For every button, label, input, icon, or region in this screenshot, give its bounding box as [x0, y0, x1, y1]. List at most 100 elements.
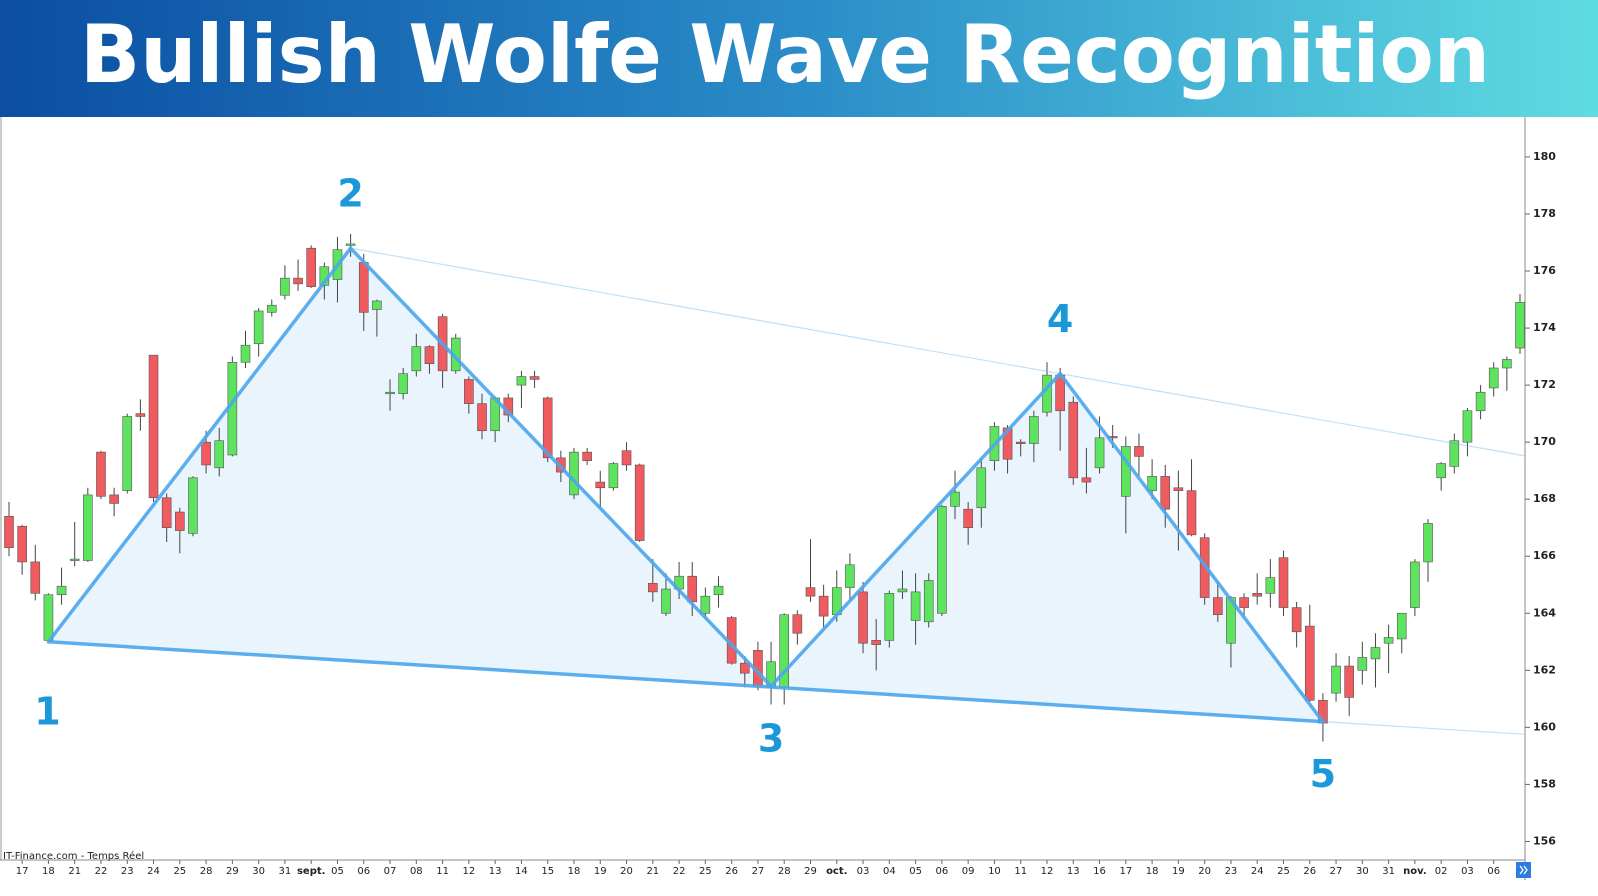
candle-body [1488, 367, 1499, 389]
x-tick-label: 28 [778, 866, 791, 877]
x-tick-label: 20 [620, 866, 633, 877]
x-tick-label: 15 [541, 866, 554, 877]
candle-body [398, 373, 408, 394]
x-tick-label: 23 [1225, 866, 1238, 877]
candle-body [4, 515, 14, 548]
wolfe-leg [46, 246, 353, 644]
candle-body [83, 494, 93, 561]
x-tick-label: 06 [936, 866, 949, 877]
candle-body [385, 391, 395, 395]
candle-body [1029, 416, 1039, 444]
x-tick-label: 25 [1277, 866, 1290, 877]
y-tick-label: 180 [1533, 150, 1556, 163]
plot-area [0, 117, 1598, 896]
candle-body [411, 346, 422, 372]
x-tick-label: 30 [1356, 866, 1369, 877]
x-tick-label: 09 [962, 866, 975, 877]
scroll-button-icon[interactable] [1519, 865, 1528, 875]
x-tick-label: 16 [1093, 866, 1106, 877]
candle-body [135, 413, 146, 417]
candle-body [661, 588, 671, 614]
candle-body [96, 451, 106, 497]
wave-point-label: 1 [34, 689, 60, 733]
candle-body [1121, 446, 1131, 497]
source-label: IT-Finance.com - Temps Réel [3, 850, 144, 862]
candle-body [845, 564, 855, 588]
x-tick-label: 14 [515, 866, 528, 877]
chart-title: Bullish Wolfe Wave Recognition [80, 8, 1490, 101]
candle-body [1462, 410, 1473, 443]
candle-body [963, 508, 973, 529]
x-tick-label: 04 [883, 866, 896, 877]
candle-body [175, 511, 185, 531]
candle-body [477, 403, 487, 432]
candle-body [529, 376, 540, 380]
x-tick-label: 19 [1172, 866, 1185, 877]
candle-body [1410, 561, 1420, 608]
candle-body [858, 591, 868, 644]
x-tick-label: 10 [988, 866, 1001, 877]
x-tick-label: 23 [121, 866, 134, 877]
candle-body [1304, 625, 1315, 701]
y-tick-label: 172 [1533, 378, 1556, 391]
x-tick-label: 30 [252, 866, 265, 877]
x-tick-label: 29 [804, 866, 817, 877]
wolfe-area [48, 248, 1323, 722]
wave-point-label: 2 [337, 172, 363, 216]
x-tick-label: 18 [42, 866, 55, 877]
candle-body [1265, 577, 1276, 594]
candle-body [1291, 607, 1302, 633]
candle-body [1475, 391, 1486, 412]
candle-body [345, 243, 356, 246]
y-tick-label: 168 [1533, 492, 1556, 505]
x-tick-label: 20 [1198, 866, 1211, 877]
candle-body [1396, 612, 1407, 640]
candle-body [201, 441, 211, 466]
x-tick-label: oct. [826, 866, 847, 877]
y-tick-label: 156 [1533, 834, 1556, 847]
scroll-button[interactable] [1516, 862, 1531, 878]
candle-body [188, 477, 198, 534]
x-tick-label: 27 [752, 866, 765, 877]
x-tick-label: 12 [463, 866, 476, 877]
y-tick-label: 160 [1533, 720, 1556, 733]
candle-body [687, 575, 698, 603]
candle-body [464, 379, 474, 404]
candle-body [818, 595, 829, 617]
candle-body [148, 354, 159, 499]
x-tick-label: 17 [1119, 866, 1132, 877]
candle-body [937, 506, 947, 614]
candle-body [1383, 637, 1394, 644]
candle-body [30, 561, 41, 594]
wave-point-label: 5 [1310, 752, 1336, 796]
lower-trendline-extension [1322, 721, 1526, 735]
candle-body [871, 640, 881, 645]
x-tick-label: 07 [384, 866, 397, 877]
candle-body [976, 467, 987, 509]
candle-body [69, 558, 80, 561]
upper-trendline [350, 247, 1526, 457]
candle-body [424, 346, 435, 365]
candle-body [1331, 665, 1341, 694]
x-tick-label: 18 [1146, 866, 1159, 877]
x-tick-label: 21 [646, 866, 659, 877]
x-tick-label: 11 [436, 866, 449, 877]
candle-body [1147, 476, 1157, 491]
candle-body [516, 376, 527, 386]
x-tick-label: 05 [909, 866, 922, 877]
x-tick-label: 27 [1330, 866, 1343, 877]
x-tick-label: 26 [1303, 866, 1316, 877]
x-tick-label: 31 [1382, 866, 1395, 877]
candle-body [293, 277, 303, 285]
candle-body [950, 491, 960, 507]
candle-body [306, 247, 317, 288]
candle-body [1423, 523, 1433, 563]
x-tick-label: 24 [1251, 866, 1264, 877]
candle-body [1370, 647, 1381, 660]
x-tick-label: 26 [725, 866, 738, 877]
candle-body [1068, 401, 1079, 479]
candle-body [1186, 490, 1197, 536]
candle-body [897, 588, 908, 593]
candle-body [805, 587, 816, 597]
